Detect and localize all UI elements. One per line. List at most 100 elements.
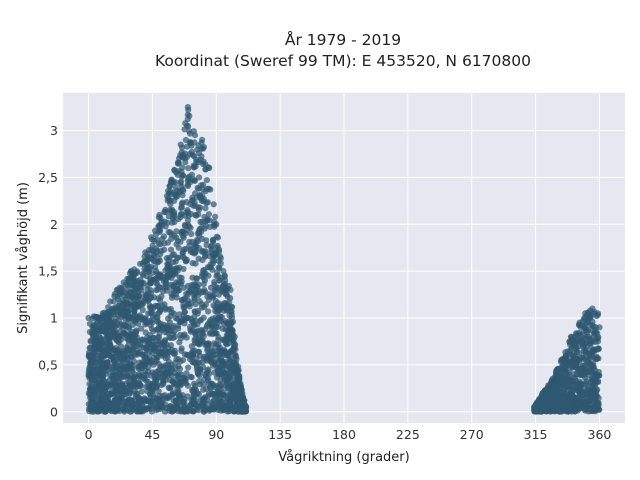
data-point <box>95 314 102 322</box>
data-point <box>160 364 167 371</box>
data-point <box>192 249 199 256</box>
data-point <box>147 275 154 282</box>
data-point <box>560 365 567 373</box>
data-point <box>551 388 558 395</box>
data-point <box>179 199 186 206</box>
data-point <box>126 408 133 415</box>
data-point <box>149 242 156 249</box>
data-point <box>195 348 202 355</box>
data-point <box>195 360 202 367</box>
data-point <box>152 398 159 405</box>
data-point <box>209 236 217 243</box>
data-point <box>188 230 195 238</box>
data-point <box>181 406 188 413</box>
data-point <box>209 390 216 397</box>
data-point <box>178 371 185 378</box>
data-point <box>567 386 575 393</box>
data-point <box>152 264 159 271</box>
data-point <box>87 373 94 380</box>
data-point <box>158 247 165 254</box>
data-point <box>195 281 202 288</box>
data-point <box>187 326 194 333</box>
grid-lines <box>63 93 625 423</box>
data-point <box>182 120 189 127</box>
data-point <box>153 249 160 256</box>
data-point <box>194 370 201 377</box>
data-point <box>130 397 137 404</box>
data-point <box>172 376 179 383</box>
data-point <box>221 392 228 399</box>
data-point <box>170 334 177 341</box>
data-point <box>227 295 234 302</box>
data-point <box>165 315 172 322</box>
data-point <box>233 400 241 407</box>
data-point <box>195 339 202 346</box>
data-point <box>85 314 92 322</box>
data-point <box>549 375 556 382</box>
data-point <box>148 325 155 332</box>
data-point <box>162 267 169 274</box>
x-tick-label: 270 <box>460 427 484 442</box>
data-point <box>221 351 228 358</box>
data-point <box>205 366 212 373</box>
data-point <box>205 211 212 218</box>
data-point <box>192 330 199 338</box>
data-point <box>211 278 218 286</box>
data-point <box>195 335 202 342</box>
data-point <box>195 206 202 213</box>
data-point <box>586 338 593 345</box>
data-point <box>195 287 202 294</box>
data-point <box>545 383 552 391</box>
data-point <box>569 399 577 406</box>
data-point <box>237 380 244 387</box>
data-point <box>592 338 599 345</box>
data-point <box>574 380 581 388</box>
data-point <box>136 363 143 370</box>
data-point <box>162 306 169 313</box>
data-point <box>183 370 190 377</box>
x-tick-label: 90 <box>208 427 224 442</box>
data-point <box>179 172 186 179</box>
data-point <box>594 310 602 317</box>
data-point <box>123 347 130 354</box>
data-point <box>223 337 230 344</box>
data-point <box>201 376 208 383</box>
data-point <box>175 254 182 261</box>
data-point <box>156 306 164 313</box>
data-point <box>539 389 546 397</box>
x-tick-label: 225 <box>396 427 420 442</box>
data-point <box>88 393 95 400</box>
data-point <box>172 184 179 191</box>
data-point <box>177 382 184 389</box>
data-point <box>87 338 94 345</box>
x-tick-label: 360 <box>588 427 612 442</box>
chart-title-line-2: Koordinat (Sweref 99 TM): E 453520, N 61… <box>155 52 531 70</box>
data-point <box>596 324 603 331</box>
data-point <box>186 112 193 119</box>
data-point <box>174 390 181 397</box>
data-point <box>115 304 122 312</box>
data-point <box>181 246 188 253</box>
data-point <box>123 313 131 320</box>
data-point <box>114 363 121 370</box>
data-point <box>170 251 177 258</box>
data-point <box>124 282 131 289</box>
x-tick-label: 135 <box>268 427 292 442</box>
data-point <box>167 403 174 410</box>
data-point <box>165 326 172 333</box>
data-point <box>198 273 205 280</box>
data-point <box>188 350 195 357</box>
data-point <box>118 321 125 328</box>
data-point <box>167 342 175 349</box>
data-points <box>85 104 603 415</box>
data-point <box>147 391 154 398</box>
data-point <box>130 402 137 409</box>
data-point <box>141 337 148 344</box>
data-point <box>187 373 194 380</box>
data-point <box>104 340 111 347</box>
data-point <box>208 242 215 249</box>
data-point <box>118 373 126 380</box>
data-point <box>86 344 94 351</box>
data-point <box>202 301 209 308</box>
data-point <box>135 288 142 295</box>
